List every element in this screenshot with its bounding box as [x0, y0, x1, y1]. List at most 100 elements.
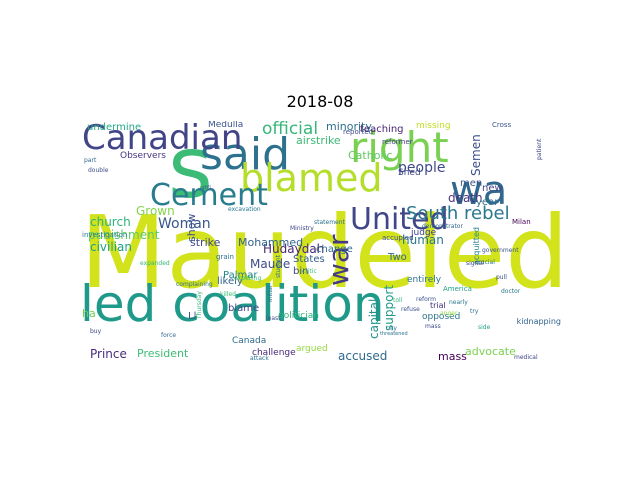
word-refuse: refuse [401, 306, 420, 313]
word-attack: attack [250, 355, 269, 362]
word-force: force [161, 332, 177, 339]
word-statement: statement [314, 219, 345, 226]
word-right: right [350, 123, 449, 172]
word-government: government [482, 247, 519, 254]
word-expanded: expanded [140, 260, 170, 267]
word-medical: medical [514, 354, 538, 361]
word-death: death [448, 191, 483, 205]
word-judge: judge [411, 228, 437, 238]
word-people: people [398, 160, 446, 176]
word-reported: reported [343, 128, 374, 136]
word-accused: accused [338, 349, 388, 362]
word-argued: argued [296, 344, 328, 354]
word-medulla: Medulla [208, 121, 244, 130]
word-student: student [275, 254, 282, 278]
word-opposed: opposed [422, 312, 461, 322]
word-killed: killed [220, 291, 236, 298]
word-men: men [460, 178, 483, 189]
word-america: America [443, 285, 472, 293]
word-advocate: advocate [465, 345, 516, 358]
word-crucial: crucial [475, 259, 495, 266]
word-cement: Cement [150, 178, 268, 213]
word-president: President [137, 347, 189, 360]
word-s: s [168, 121, 213, 218]
word-signal: signal [466, 260, 484, 267]
word-doctor: doctor [501, 288, 521, 295]
word-observers: Observers [120, 151, 166, 161]
word-airstrike: airstrike [296, 134, 341, 147]
word-entirely: entirely [407, 275, 442, 285]
word-two: Two [388, 252, 407, 263]
word-undermine: undermine [87, 122, 142, 133]
word-initial: initial [267, 285, 274, 302]
word-city: city [386, 325, 397, 332]
word-mass: mass [425, 323, 441, 330]
word-prince: Prince [90, 347, 127, 361]
word-semen: Semen [469, 134, 483, 177]
word-blame: blame [228, 303, 260, 314]
word-wa: wa [450, 168, 508, 214]
word-kidnapping: kidnapping [516, 317, 561, 326]
word-canada: Canada [232, 336, 267, 346]
word-critic: critic [302, 268, 317, 275]
word-maude: Maude [250, 257, 291, 271]
word-bin: bin [293, 266, 309, 277]
word-patient: patient [536, 138, 543, 160]
word-new: new [482, 183, 503, 194]
word-buy: buy [90, 328, 102, 335]
word-ha: ha [82, 307, 96, 320]
word-woman: Woman [158, 216, 211, 232]
word-politician: politician [278, 311, 319, 321]
word-mohammed: Mohammed [238, 236, 304, 249]
word-demonstrator: demonstrator [422, 223, 463, 230]
word-milan: Milan [512, 218, 531, 226]
word-nearly: nearly [449, 299, 468, 306]
word-support: support [382, 284, 396, 331]
word-official: official [262, 121, 319, 139]
word-cloud-title: 2018-08 [286, 92, 354, 111]
word-still: still [202, 185, 211, 191]
word-shed: Shed [398, 168, 421, 178]
word-reformer: reformer [382, 138, 413, 146]
word-human: human [402, 233, 444, 247]
word-maudeled: Maudeled [80, 194, 561, 311]
word-minority: minority [326, 121, 372, 133]
word-part: part [84, 157, 97, 164]
word-investigation: investigation [82, 231, 128, 239]
word-trial: trial [430, 301, 446, 310]
word-challenge: challenge [252, 348, 296, 358]
word-states: States [293, 254, 325, 265]
word-side: side [478, 324, 491, 331]
word-capital: capital [367, 298, 381, 339]
word-missing: missing [416, 121, 451, 131]
word-reform: reform [416, 296, 437, 303]
word-palmar: Palmar [223, 270, 258, 281]
word-blamed: blamed [240, 156, 383, 200]
word-thursday: Thursday [196, 291, 203, 320]
word-mass: mass [438, 350, 467, 362]
word-war: war [322, 234, 355, 287]
word-ministry: Ministry [290, 225, 314, 232]
word-south-rebel: South rebel [406, 203, 510, 224]
word-cross: Cross [492, 121, 512, 129]
word-threatened: threatened [380, 331, 408, 337]
word-change: change [316, 244, 353, 255]
word-complaining: complaining [176, 281, 213, 288]
word-likely: likely [217, 276, 243, 287]
word-pull: pull [496, 274, 507, 281]
word-anger: anger [440, 310, 458, 317]
word-united: United [350, 202, 449, 237]
word-teaching: teaching [360, 124, 404, 135]
word-strike: strike [190, 236, 221, 249]
word-cloud: Maudeled led coalition s said right blamed wa C… [80, 121, 561, 362]
word-said: said [200, 129, 291, 180]
word-show: show [185, 213, 198, 242]
word-try: try [470, 308, 479, 315]
word-catholic: Catholic [348, 149, 393, 162]
word-civilian: civilian [90, 240, 132, 254]
word-ll: Ll [188, 311, 197, 322]
word-canadian: Canadian [82, 121, 243, 158]
word-toll: toll [393, 297, 403, 304]
word-expelling: expelling [234, 275, 262, 282]
word-double: double [88, 167, 109, 174]
